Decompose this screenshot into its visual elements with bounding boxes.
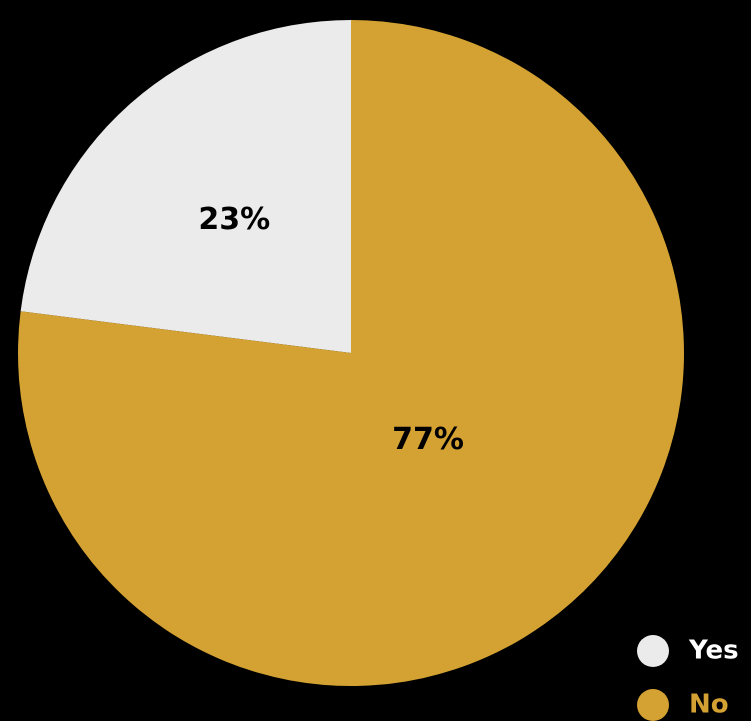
pie-slices [17, 20, 684, 686]
slice-labels: 23% 77% [198, 202, 464, 457]
pie-slice-yes [20, 20, 352, 353]
legend: Yes No [637, 635, 739, 721]
legend-swatch-yes [637, 635, 669, 667]
legend-label-yes: Yes [688, 636, 739, 666]
slice-label-yes: 23% [198, 202, 270, 237]
pie-slice-no [17, 20, 684, 686]
slice-label-no: 77% [392, 422, 464, 457]
legend-swatch-no [637, 689, 669, 721]
legend-label-no: No [689, 690, 729, 720]
